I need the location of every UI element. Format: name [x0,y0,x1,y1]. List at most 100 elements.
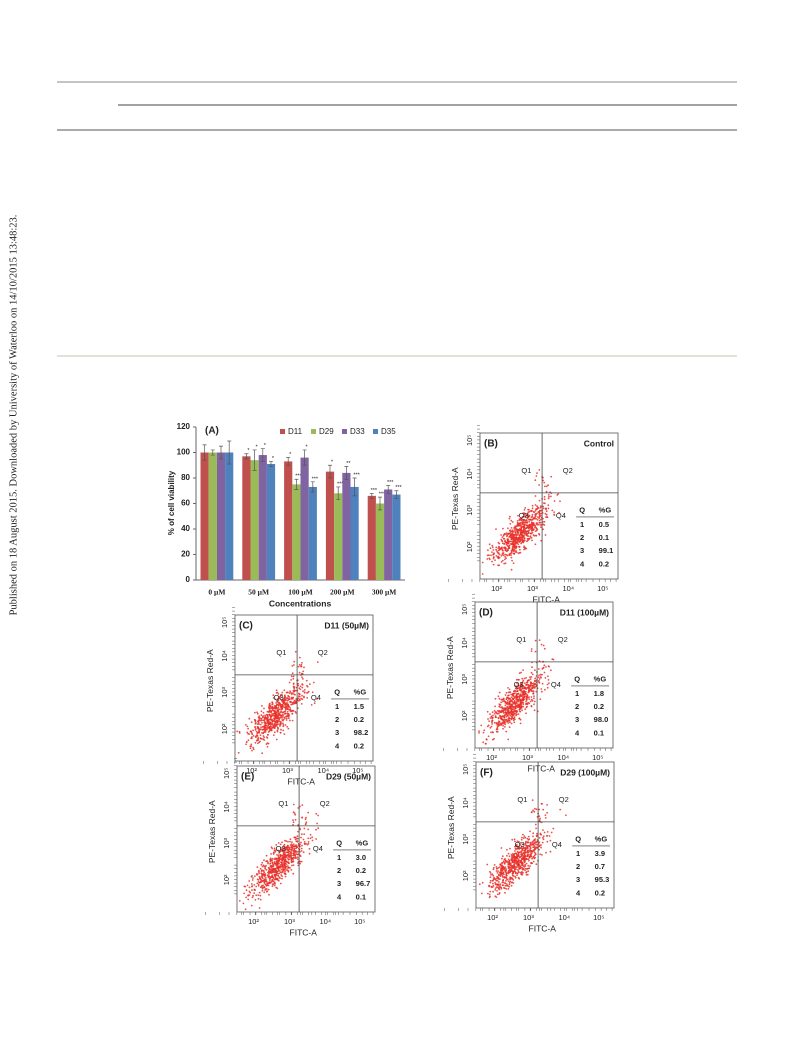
event-dot [534,534,537,537]
event-dot [492,738,494,741]
event-dot [492,890,494,893]
quadrant-label: Q3 [519,511,529,520]
event-dot [524,539,526,542]
event-dot [510,699,513,702]
quadrant-label: Q4 [556,511,566,520]
event-dot [497,884,499,887]
error-bar [227,440,232,465]
event-dot [494,559,496,561]
event-dot [525,519,528,521]
event-dot [508,702,510,705]
event-dot [264,726,267,729]
x-tick-label: 10⁴ [320,917,332,926]
event-dot [278,701,281,704]
event-dot [263,870,265,872]
event-dot [518,546,521,548]
quadrant-label: Q3 [515,840,525,849]
event-dot [284,696,287,699]
event-dot [280,871,283,874]
bar [392,494,401,580]
event-dot [279,711,282,714]
event-dot [258,731,261,733]
event-dot [511,859,514,862]
event-dot [519,530,522,532]
event-dot [519,538,522,541]
event-dot [498,887,500,890]
event-dot [531,673,534,676]
event-dot [500,554,503,557]
event-dot [309,833,312,836]
event-dot [305,679,308,682]
event-dot [511,693,514,696]
error-bar [286,457,291,466]
event-dot [498,712,500,715]
quadrant-label: Q1 [278,799,288,808]
event-dot [271,701,274,703]
event-dot [545,851,547,854]
event-dot [515,859,518,862]
event-dot [508,697,511,700]
x-tick-label: 10⁵ [352,766,363,775]
event-dot [299,828,302,831]
significance: *** [395,485,402,491]
event-dot [539,521,542,524]
event-dot [513,712,516,715]
event-dot [303,666,305,669]
event-dot [547,497,550,500]
event-dot [245,889,248,892]
event-dot [267,711,270,713]
event-dot [508,705,511,708]
table-cell: 3 [337,879,341,888]
event-dot [258,875,261,878]
y-axis-label: % of cell viability [167,470,176,535]
legend-swatch [311,429,316,434]
event-dot [501,559,504,562]
event-dot [246,884,249,887]
event-dot [545,513,548,516]
event-dot [290,675,293,678]
event-dot [546,831,549,833]
event-dot [292,872,295,875]
event-dot [547,679,550,681]
event-dot [524,863,526,866]
event-dot [497,549,500,552]
y-tick-label: 10⁴ [460,637,469,649]
event-dot [294,813,297,816]
event-dot [486,558,489,560]
event-dot [284,866,287,869]
legend-swatch [342,429,347,434]
event-dot [501,867,504,870]
event-dot [489,895,491,898]
event-dot [497,873,500,876]
event-dot [275,725,278,727]
legend-swatch [373,429,378,434]
event-dot [293,699,296,702]
event-dot [522,701,525,704]
event-dot [256,712,259,715]
event-dot [539,698,542,700]
bar [384,489,393,580]
event-dot [494,889,497,891]
event-dot [278,859,280,862]
event-dot [531,857,533,860]
quadrant-label: Q1 [517,795,527,804]
event-dot [286,725,289,728]
event-dot [496,712,499,715]
event-dot [487,735,490,738]
table-cell: 0.2 [356,866,366,875]
event-dot [509,529,512,532]
event-dot [502,881,505,884]
event-dot [270,846,273,848]
event-dot [503,887,505,889]
event-dot [272,880,275,883]
event-dot [513,529,516,531]
event-dot [508,547,511,549]
event-dot [255,730,258,733]
event-dot [519,847,522,850]
event-dot [526,679,529,682]
event-dot [247,894,250,897]
bar [300,457,309,580]
event-dot [528,845,531,847]
event-dot [267,871,270,874]
event-dot [271,718,273,721]
